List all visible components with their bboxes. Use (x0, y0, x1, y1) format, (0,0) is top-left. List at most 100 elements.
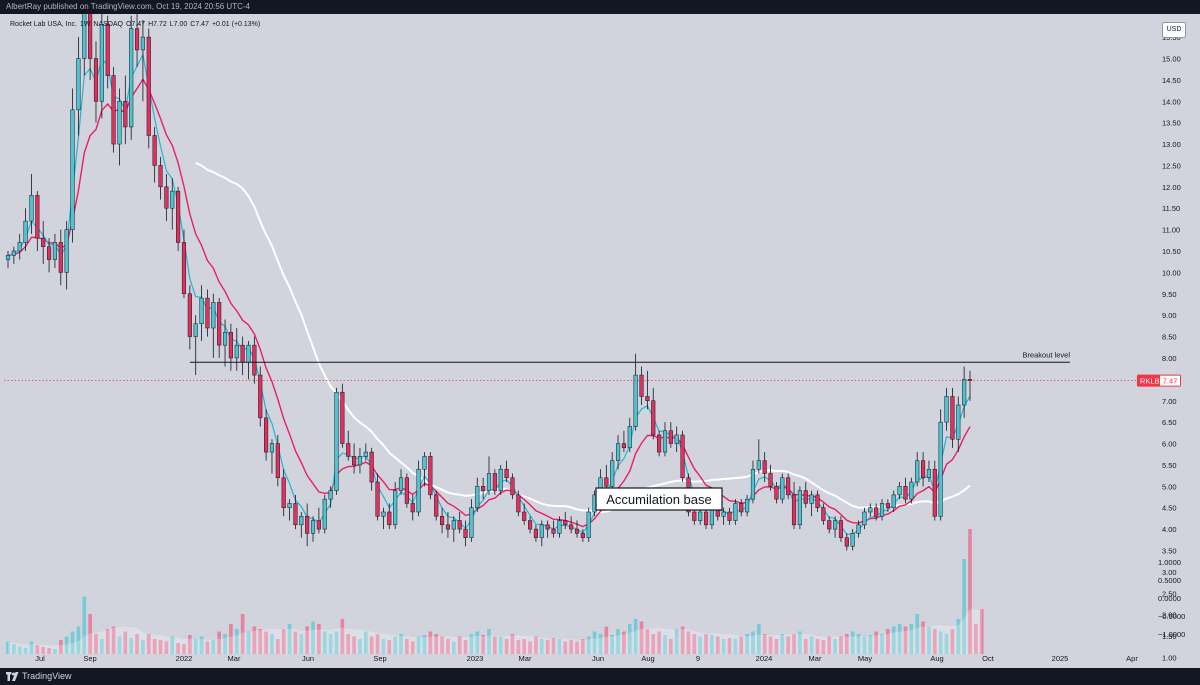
candle-body[interactable] (275, 443, 280, 479)
candle-body[interactable] (510, 477, 515, 496)
candle-body[interactable] (885, 503, 890, 508)
candle-body[interactable] (651, 400, 656, 436)
candle-body[interactable] (504, 468, 509, 479)
candle-body[interactable] (739, 503, 744, 513)
candle-body[interactable] (76, 58, 81, 111)
candle-body[interactable] (545, 524, 550, 530)
candle-body[interactable] (387, 511, 392, 526)
candle-body[interactable] (586, 511, 591, 538)
candle-body[interactable] (809, 494, 814, 504)
candle-body[interactable] (797, 490, 802, 526)
candle-body[interactable] (340, 391, 345, 444)
candle-body[interactable] (99, 24, 104, 102)
candle-body[interactable] (416, 468, 421, 513)
candle-body[interactable] (234, 344, 239, 359)
candle-body[interactable] (756, 460, 761, 470)
candle-body[interactable] (46, 246, 52, 260)
candle-body[interactable] (533, 528, 538, 538)
candle-body[interactable] (527, 520, 533, 530)
candle-body[interactable] (428, 456, 433, 496)
candle-body[interactable] (246, 344, 251, 363)
candle-body[interactable] (240, 344, 245, 363)
chart-svg[interactable]: 15.5015.0014.5014.0013.5013.0012.5012.00… (0, 14, 1200, 668)
candle-body[interactable] (815, 494, 820, 508)
candle-body[interactable] (569, 524, 574, 530)
candle-body[interactable] (310, 520, 316, 534)
candle-body[interactable] (516, 494, 521, 513)
candle-body[interactable] (903, 486, 908, 500)
candle-body[interactable] (445, 524, 451, 530)
candle-body[interactable] (674, 434, 679, 444)
candle-body[interactable] (879, 503, 885, 517)
candle-body[interactable] (58, 242, 63, 273)
candle-body[interactable] (932, 468, 937, 517)
candle-body[interactable] (363, 451, 368, 457)
candle-body[interactable] (299, 516, 304, 526)
candle-body[interactable] (346, 443, 351, 457)
candle-body[interactable] (698, 511, 703, 521)
candle-body[interactable] (557, 520, 562, 534)
candle-body[interactable] (727, 511, 732, 521)
candle-body[interactable] (281, 477, 286, 508)
candle-body[interactable] (117, 101, 122, 145)
candle-body[interactable] (821, 507, 826, 521)
candle-body[interactable] (522, 511, 527, 521)
candle-body[interactable] (944, 396, 949, 423)
candle-body[interactable] (269, 443, 275, 453)
candle-body[interactable] (962, 379, 967, 406)
candle-body[interactable] (381, 511, 386, 517)
candle-body[interactable] (17, 242, 22, 252)
candle-body[interactable] (803, 490, 808, 504)
candle-body[interactable] (222, 332, 228, 346)
candle-body[interactable] (774, 486, 779, 500)
candle-body[interactable] (187, 293, 192, 337)
currency-selector[interactable]: USD (1162, 22, 1186, 38)
candle-body[interactable] (193, 323, 198, 337)
candle-body[interactable] (152, 135, 157, 166)
candle-body[interactable] (322, 498, 327, 530)
candle-body[interactable] (833, 520, 838, 530)
candle-body[interactable] (434, 494, 439, 517)
candle-body[interactable] (88, 14, 93, 59)
candle-body[interactable] (481, 486, 486, 491)
candle-body[interactable] (23, 220, 28, 243)
candle-body[interactable] (5, 255, 11, 260)
candle-body[interactable] (398, 477, 404, 491)
candle-body[interactable] (111, 75, 116, 145)
candle-body[interactable] (909, 481, 914, 500)
candle-body[interactable] (52, 242, 57, 260)
candle-body[interactable] (786, 477, 791, 496)
candle-body[interactable] (287, 503, 292, 508)
candle-body[interactable] (64, 229, 69, 273)
candle-body[interactable] (123, 101, 128, 128)
candle-body[interactable] (199, 297, 204, 324)
candle-body[interactable] (950, 396, 955, 440)
candle-body[interactable] (633, 374, 638, 427)
candle-body[interactable] (404, 477, 409, 504)
candle-body[interactable] (264, 417, 269, 453)
candle-body[interactable] (850, 533, 855, 547)
candle-body[interactable] (915, 460, 920, 483)
candle-body[interactable] (140, 36, 145, 51)
candle-body[interactable] (692, 511, 697, 521)
candle-body[interactable] (492, 473, 497, 491)
candle-body[interactable] (627, 426, 632, 449)
candle-body[interactable] (334, 391, 339, 491)
candle-body[interactable] (146, 36, 151, 136)
candle-body[interactable] (252, 344, 257, 376)
candle-body[interactable] (11, 250, 16, 256)
candle-body[interactable] (780, 477, 785, 500)
candle-body[interactable] (668, 430, 673, 444)
candle-body[interactable] (70, 109, 75, 230)
candle-body[interactable] (205, 297, 210, 329)
candle-body[interactable] (41, 237, 46, 247)
candle-body[interactable] (680, 434, 685, 479)
candle-body[interactable] (158, 165, 163, 188)
candle-body[interactable] (703, 511, 709, 526)
annotation-box[interactable] (595, 487, 723, 511)
candle-body[interactable] (181, 242, 187, 295)
candle-body[interactable] (176, 190, 181, 243)
candle-body[interactable] (170, 190, 175, 209)
candle-body[interactable] (375, 481, 380, 517)
candle-body[interactable] (293, 503, 298, 526)
